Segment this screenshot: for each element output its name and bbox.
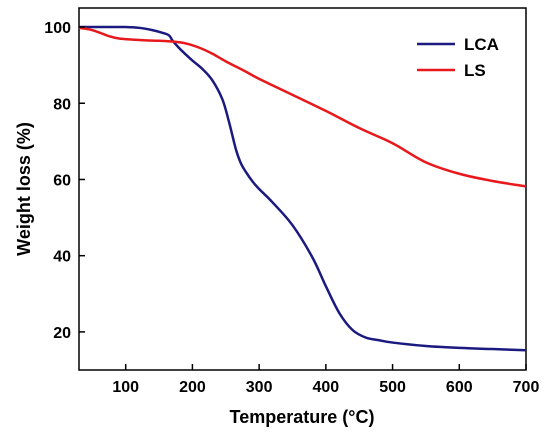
- legend-label-ls: LS: [464, 61, 486, 80]
- series-line-ls: [78, 26, 527, 188]
- x-tick-label: 400: [312, 379, 339, 396]
- y-tick-label: 40: [53, 249, 71, 266]
- x-tick-label: 500: [379, 379, 406, 396]
- x-tick-label: 200: [179, 379, 206, 396]
- x-tick-label: 700: [513, 379, 540, 396]
- x-tick-label: 100: [112, 379, 139, 396]
- x-tick-label: 300: [246, 379, 273, 396]
- y-tick-label: 60: [53, 172, 71, 189]
- legend: LCA LS: [417, 35, 499, 80]
- y-tick-label: 100: [44, 20, 71, 37]
- legend-label-lca: LCA: [464, 35, 499, 54]
- x-tick-label: 600: [446, 379, 473, 396]
- y-tick-label: 80: [53, 96, 71, 113]
- plot-frame: [78, 7, 527, 371]
- y-axis-title: Weight loss (%): [14, 122, 34, 256]
- y-tick-label: 20: [53, 325, 71, 342]
- x-axis-title: Temperature (°C): [230, 407, 375, 427]
- series-layer: [78, 25, 527, 352]
- tick-layer: 100 200 300 400 500 600 700 20 40 60 80 100: [44, 20, 539, 396]
- series-line-lca: [79, 25, 527, 352]
